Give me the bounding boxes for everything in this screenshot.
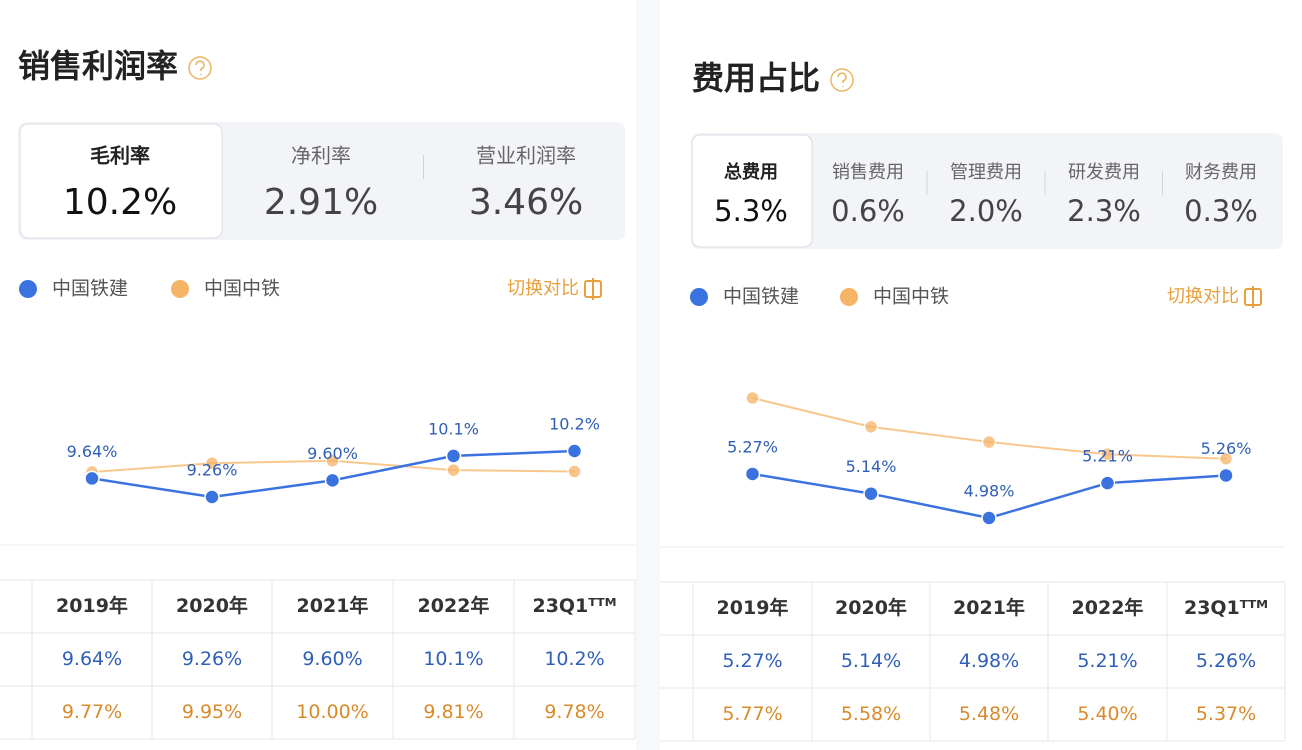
table-cell: 10.2%	[544, 648, 604, 670]
toggle-compare[interactable]: 切换对比	[1167, 286, 1239, 307]
tab-label[interactable]: 毛利率	[90, 144, 150, 168]
tab-bar	[691, 133, 1283, 249]
help-icon-mark	[195, 60, 205, 75]
data-point	[324, 472, 341, 489]
tab-label[interactable]: 营业利润率	[476, 144, 576, 168]
tab-value[interactable]: 2.91%	[264, 182, 378, 223]
data-point	[1099, 475, 1116, 491]
table-header: 2021年	[953, 596, 1025, 619]
table-cell: 5.21%	[1077, 650, 1137, 672]
data-point	[1100, 446, 1115, 462]
data-point	[745, 390, 760, 406]
table-cell: 9.60%	[302, 648, 362, 670]
tab-label[interactable]: 财务费用	[1185, 162, 1257, 183]
table-cell: 5.58%	[841, 703, 901, 725]
legend-label: 中国铁建	[52, 278, 128, 300]
panel-title: 销售利润率	[18, 47, 178, 85]
help-icon[interactable]	[830, 68, 854, 92]
data-point	[204, 489, 220, 505]
table-cell: 5.77%	[722, 703, 782, 725]
table-cell: 9.78%	[544, 701, 604, 723]
help-icon-mark	[837, 72, 847, 87]
data-label: 5.21%	[1082, 447, 1133, 466]
legend-swatch	[840, 288, 858, 306]
table-cell: 5.48%	[959, 703, 1019, 725]
tab-value[interactable]: 3.46%	[469, 182, 583, 223]
data-label: 5.27%	[727, 437, 778, 456]
data-point	[325, 453, 340, 469]
data-point	[446, 462, 461, 478]
table-cell: 10.1%	[423, 648, 483, 670]
tab-label[interactable]: 管理费用	[950, 162, 1022, 183]
data-point	[981, 434, 997, 450]
data-point	[863, 485, 879, 502]
tab-value[interactable]: 2.0%	[949, 194, 1023, 228]
data-point	[84, 470, 100, 487]
table-cell: 5.37%	[1196, 703, 1256, 725]
table-header: 2019年	[56, 594, 128, 617]
table-header: 23Q1ᵀᵀᴹ	[1184, 597, 1268, 619]
tab-value[interactable]: 0.3%	[1184, 194, 1258, 228]
table-header: 2022年	[418, 594, 490, 617]
tab-value[interactable]: 10.2%	[63, 182, 177, 223]
table-cell: 4.98%	[959, 650, 1019, 672]
data-point	[863, 419, 879, 435]
data-point	[204, 455, 220, 471]
tab-label[interactable]: 净利率	[291, 144, 351, 168]
tab-label[interactable]: 总费用	[724, 161, 778, 183]
data-point	[445, 448, 462, 464]
table-header: 2019年	[717, 596, 789, 619]
tab-active[interactable]	[691, 134, 813, 248]
table-header: 2021年	[297, 594, 369, 617]
table-cell: 9.95%	[182, 701, 242, 723]
data-label: 10.2%	[549, 415, 600, 434]
legend-label: 中国铁建	[723, 286, 799, 308]
data-point	[567, 464, 582, 479]
data-label: 9.60%	[307, 444, 358, 463]
table-cell: 5.26%	[1196, 650, 1256, 672]
table-cell: 5.14%	[841, 650, 901, 672]
table-cell: 9.26%	[182, 648, 242, 670]
table-cell: 9.81%	[423, 701, 483, 723]
data-point	[566, 443, 583, 459]
table-header: 23Q1ᵀᵀᴹ	[532, 595, 616, 617]
tab-value[interactable]: 2.3%	[1067, 194, 1141, 228]
tab-label[interactable]: 研发费用	[1068, 162, 1140, 183]
legend-swatch	[19, 280, 37, 298]
legend-label: 中国中铁	[204, 278, 280, 300]
legend-label: 中国中铁	[873, 286, 949, 308]
table-cell: 9.77%	[62, 701, 122, 723]
data-point	[1218, 451, 1234, 467]
table-header: 2020年	[176, 594, 248, 617]
tab-value[interactable]: 5.3%	[714, 194, 788, 228]
data-label: 9.26%	[187, 461, 238, 480]
table-header: 2020年	[835, 596, 907, 619]
legend-swatch	[171, 280, 189, 298]
panel-gap	[636, 0, 660, 750]
table-cell: 10.00%	[296, 701, 368, 723]
data-label: 10.1%	[428, 419, 479, 438]
data-point	[1218, 467, 1234, 484]
panel-title: 费用占比	[692, 59, 820, 97]
table-header: 2022年	[1072, 596, 1144, 619]
toggle-compare[interactable]: 切换对比	[507, 278, 579, 299]
help-icon[interactable]	[188, 56, 212, 80]
tab-value[interactable]: 0.6%	[831, 194, 905, 228]
tab-label[interactable]: 销售费用	[832, 162, 904, 183]
data-label: 5.14%	[846, 457, 897, 476]
data-label: 4.98%	[964, 482, 1015, 501]
table-cell: 5.27%	[722, 650, 782, 672]
data-point	[744, 466, 761, 482]
legend-swatch	[690, 288, 708, 306]
table-cell: 5.40%	[1077, 703, 1137, 725]
data-label: 5.26%	[1201, 439, 1252, 458]
table-cell: 9.64%	[62, 648, 122, 670]
data-point	[981, 510, 997, 526]
tab-active[interactable]	[19, 123, 223, 239]
data-label: 9.64%	[67, 442, 118, 461]
